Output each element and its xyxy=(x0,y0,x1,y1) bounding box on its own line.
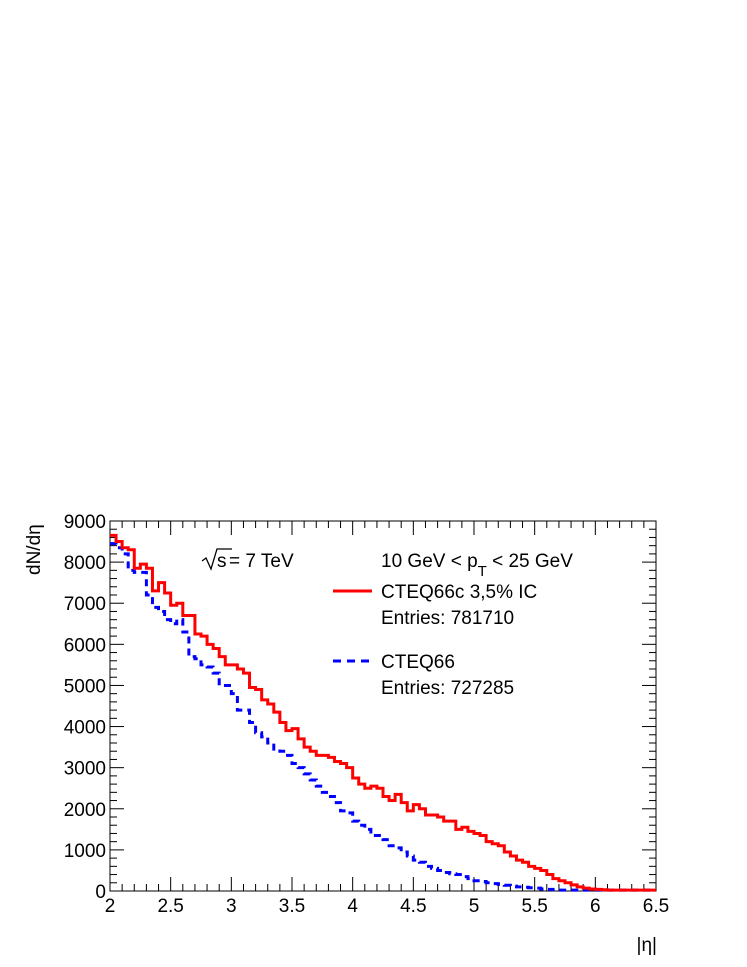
series-line-cteq66c xyxy=(110,533,656,892)
plot-frame xyxy=(109,520,657,892)
sqrt-s-annotation: s = 7 TeV xyxy=(201,548,294,572)
series-line-cteq66 xyxy=(110,542,656,892)
x-axis-title: |η| xyxy=(637,935,657,956)
x-tick-labels: 2 2.5 3 3.5 4 4.5 5 5.5 6 6.5 xyxy=(105,896,670,917)
pt-range-suffix: < 25 GeV xyxy=(487,551,573,572)
x-tick-label: 3 xyxy=(226,896,237,917)
major-ticks xyxy=(109,520,657,892)
x-tick-label: 6.5 xyxy=(643,896,669,917)
x-tick-label: 5.5 xyxy=(521,896,547,917)
y-tick-label: 4000 xyxy=(64,718,106,739)
legend-entries-cteq66c: Entries: 781710 xyxy=(381,608,514,629)
y-axis-title: dN/dη xyxy=(24,524,45,575)
y-tick-label: 1000 xyxy=(64,841,106,862)
x-tick-label: 4 xyxy=(347,896,358,917)
y-tick-label: 0 xyxy=(95,882,106,903)
y-tick-label: 2000 xyxy=(64,800,106,821)
sqrt-s-energy: = 7 TeV xyxy=(229,551,294,572)
x-tick-label: 6 xyxy=(590,896,601,917)
series-layer xyxy=(110,533,656,892)
legend-label-cteq66: CTEQ66 xyxy=(381,652,455,673)
x-tick-label: 2 xyxy=(105,896,116,917)
y-tick-label: 3000 xyxy=(64,759,106,780)
y-tick-label: 9000 xyxy=(64,512,106,533)
sqrt-s-variable: s xyxy=(217,551,227,572)
x-tick-label: 5 xyxy=(469,896,480,917)
pt-range-subscript: T xyxy=(478,563,487,580)
pt-range-prefix: 10 GeV < p xyxy=(381,551,478,572)
y-tick-label: 5000 xyxy=(64,676,106,697)
x-tick-label: 2.5 xyxy=(157,896,183,917)
y-tick-label: 6000 xyxy=(64,635,106,656)
minor-ticks xyxy=(110,521,656,891)
x-tick-label: 4.5 xyxy=(400,896,426,917)
y-tick-label: 8000 xyxy=(64,553,106,574)
y-tick-labels: 0 1000 2000 3000 4000 5000 6000 7000 8000 9000 xyxy=(64,512,106,903)
pt-range-annotation: 10 GeV < pT < 25 GeV xyxy=(381,551,573,580)
x-tick-label: 3.5 xyxy=(279,896,305,917)
y-tick-label: 7000 xyxy=(64,594,106,615)
legend-entries-cteq66: Entries: 727285 xyxy=(381,678,514,699)
legend-label-cteq66c: CTEQ66c 3,5% IC xyxy=(381,582,537,603)
sqrt-symbol xyxy=(201,548,232,571)
legend: CTEQ66c 3,5% IC Entries: 781710 CTEQ66 E… xyxy=(333,582,537,699)
